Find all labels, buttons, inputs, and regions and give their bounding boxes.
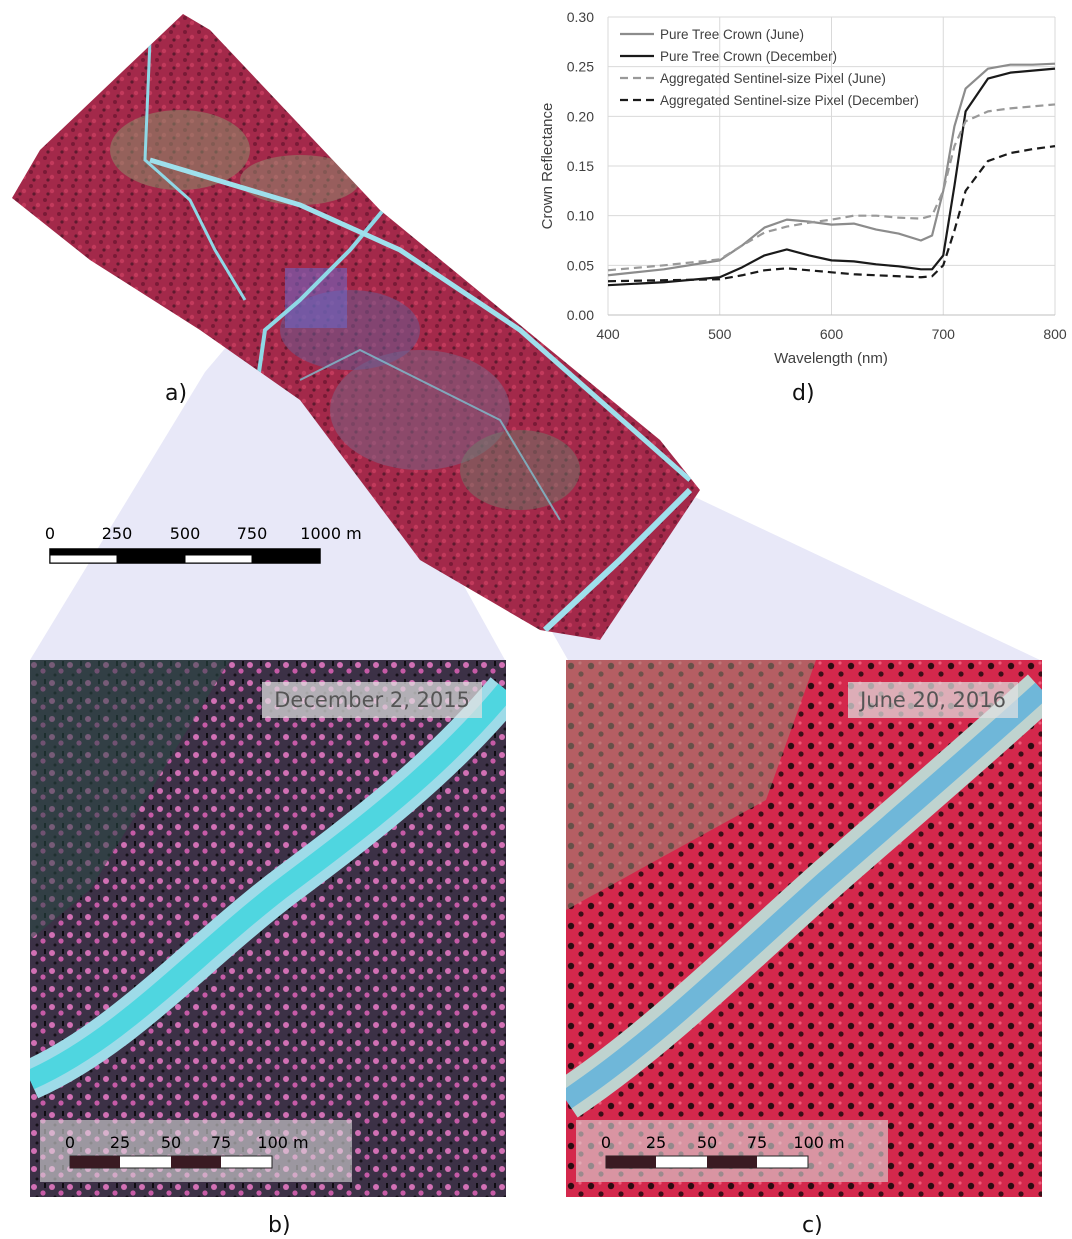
reflectance-chart: 0.00 0.05 0.10 0.15 0.20 0.25 0.30 400 500 600 700… bbox=[539, 9, 1067, 367]
river-line bbox=[299, 348, 561, 521]
overview-scale-bar: 0 250 500 750 1000 m bbox=[45, 524, 362, 564]
chart-series bbox=[607, 62, 1056, 287]
detail-scale-tick: 50 bbox=[697, 1133, 717, 1152]
overview-scale-tick: 750 bbox=[237, 524, 268, 543]
x-tick-label: 800 bbox=[1043, 326, 1067, 342]
detail-scale-tick: 100 m bbox=[793, 1133, 844, 1152]
chart-axes: 0.00 0.05 0.10 0.15 0.20 0.25 0.30 400 500 600 700… bbox=[567, 9, 1067, 342]
overview-scale-tick: 500 bbox=[170, 524, 201, 543]
detail-scale-tick: 50 bbox=[161, 1133, 181, 1152]
detail-scale-tick: 0 bbox=[601, 1133, 611, 1152]
panel-c-image: June 20, 2016 0 25 50 75 100 m bbox=[566, 660, 1042, 1197]
series-line bbox=[607, 67, 1056, 287]
overview-orthophoto bbox=[12, 14, 700, 640]
river-line bbox=[149, 157, 692, 482]
series-line bbox=[607, 103, 1056, 272]
y-tick-label: 0.00 bbox=[567, 307, 594, 323]
overview-scale-tick: 0 bbox=[45, 524, 55, 543]
x-tick-label: 500 bbox=[708, 326, 732, 342]
detail-scale-tick: 75 bbox=[747, 1133, 767, 1152]
river-line bbox=[143, 39, 247, 301]
river-line bbox=[542, 487, 693, 633]
detail-scale-tick: 25 bbox=[646, 1133, 666, 1152]
panel-a-label: a) bbox=[165, 381, 188, 406]
panel-b-label: b) bbox=[268, 1213, 291, 1238]
x-tick-label: 700 bbox=[932, 326, 956, 342]
legend-label: Pure Tree Crown (June) bbox=[660, 27, 804, 42]
series-line bbox=[607, 145, 1056, 283]
detail-scale-tick: 75 bbox=[211, 1133, 231, 1152]
detail-scale-tick: 25 bbox=[110, 1133, 130, 1152]
y-tick-label: 0.05 bbox=[567, 257, 594, 273]
legend-label: Aggregated Sentinel-size Pixel (December… bbox=[660, 93, 919, 108]
panel-c-date: June 20, 2016 bbox=[848, 682, 1018, 718]
selection-highlight bbox=[285, 268, 347, 328]
river-line bbox=[253, 188, 402, 401]
y-tick-label: 0.30 bbox=[567, 9, 594, 25]
chart-legend: Pure Tree Crown (June) Pure Tree Crown (D… bbox=[620, 27, 919, 108]
panel-c-scale-box: 0 25 50 75 100 m bbox=[576, 1120, 888, 1182]
y-tick-label: 0.10 bbox=[567, 208, 594, 224]
x-tick-label: 400 bbox=[596, 326, 620, 342]
panel-c-label: c) bbox=[802, 1213, 823, 1238]
chart-xlabel: Wavelength (nm) bbox=[774, 350, 888, 367]
legend-label: Pure Tree Crown (December) bbox=[660, 49, 837, 64]
panel-d-label: d) bbox=[792, 381, 815, 406]
clearing-patch bbox=[330, 350, 510, 470]
detail-scale-tick: 100 m bbox=[257, 1133, 308, 1152]
chart-ylabel: Crown Reflectance bbox=[539, 103, 556, 230]
detail-scale-tick: 0 bbox=[65, 1133, 75, 1152]
panel-b-scale-box: 0 25 50 75 100 m bbox=[40, 1120, 352, 1182]
clearing-patch bbox=[240, 155, 360, 205]
clearing-patch bbox=[460, 430, 580, 510]
overview-scale-tick: 1000 m bbox=[300, 524, 361, 543]
y-tick-label: 0.20 bbox=[567, 108, 594, 124]
panel-b-date: December 2, 2015 bbox=[262, 682, 482, 718]
overview-scale-tick: 250 bbox=[102, 524, 133, 543]
legend-label: Aggregated Sentinel-size Pixel (June) bbox=[660, 71, 886, 86]
clearing-patch bbox=[110, 110, 250, 190]
panel-b-image: December 2, 2015 0 25 50 75 100 m bbox=[30, 660, 506, 1197]
x-tick-label: 600 bbox=[820, 326, 844, 342]
y-tick-label: 0.25 bbox=[567, 59, 594, 75]
y-tick-label: 0.15 bbox=[567, 158, 594, 174]
